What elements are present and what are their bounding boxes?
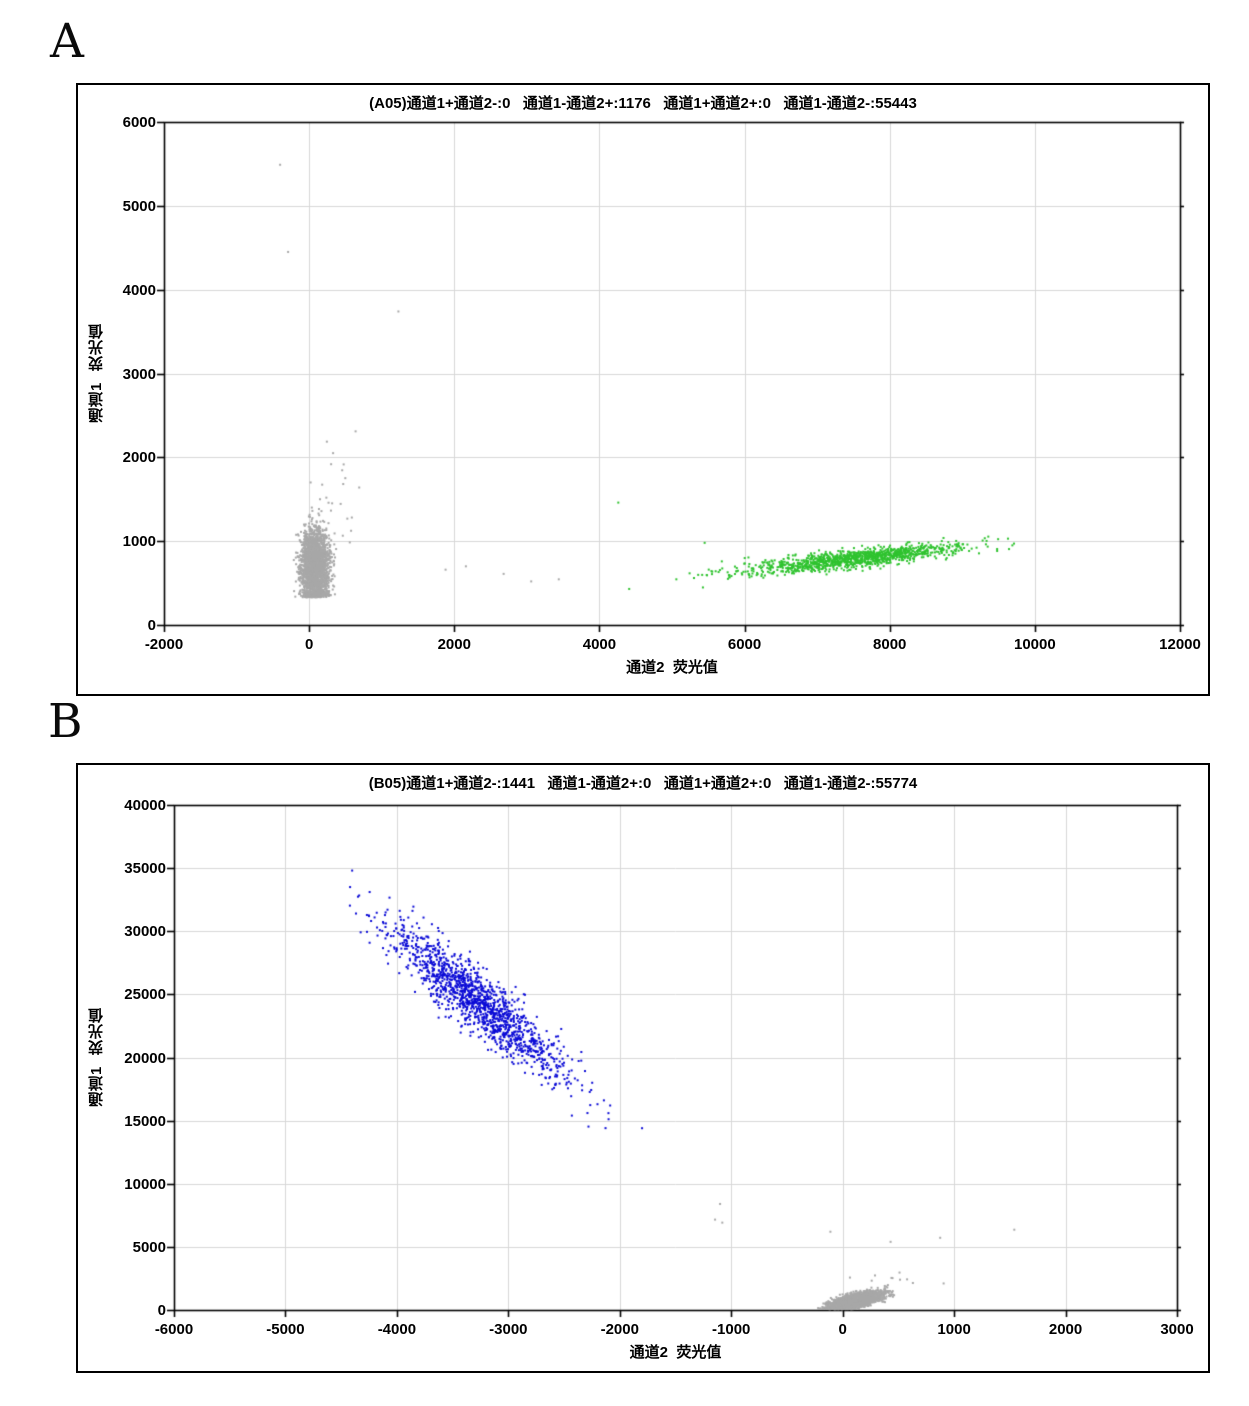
chart-title-a: (A05)通道1+通道2-:0 通道1-通道2+:1176 通道1+通道2+:0… <box>369 95 917 112</box>
x-tick-label: -6000 <box>154 1321 194 1338</box>
x-tick-label: 12000 <box>1159 636 1201 653</box>
y-tick-label: 0 <box>157 1302 166 1319</box>
y-tick-label: 0 <box>147 617 156 634</box>
y-tick-label: 2000 <box>122 449 156 467</box>
x-axis-title-a: 通道2 荧光值 <box>626 659 718 676</box>
y-tick-label: 5000 <box>132 1238 166 1256</box>
x-tick-label: 3000 <box>1160 1321 1194 1338</box>
scatter-panel-b: (B05)通道1+通道2-:1441 通道1-通道2+:0 通道1+通道2+:0… <box>76 763 1210 1373</box>
y-tick-label: 5000 <box>122 197 156 215</box>
x-tick-label: 8000 <box>873 636 907 653</box>
y-tick-label: 40000 <box>124 797 166 814</box>
panel-letter-a: A <box>50 14 84 69</box>
x-tick-label: 10000 <box>1013 636 1056 653</box>
scatter-plot-canvas-b <box>78 765 1208 1371</box>
chart-title-b: (B05)通道1+通道2-:1441 通道1-通道2+:0 通道1+通道2+:0… <box>368 775 918 792</box>
y-tick-label: 3000 <box>122 365 156 383</box>
x-tick-label: -4000 <box>377 1321 417 1338</box>
y-axis-title-b: 通道1 荧光值 <box>88 1007 105 1108</box>
x-tick-label: -2000 <box>600 1321 639 1338</box>
x-tick-label: 6000 <box>727 636 762 653</box>
x-axis-title-b: 通道2 荧光值 <box>629 1344 722 1361</box>
y-tick-label: 20000 <box>124 1049 166 1067</box>
x-tick-label: 0 <box>838 1321 847 1338</box>
x-tick-label: 2000 <box>437 636 471 653</box>
x-tick-label: -5000 <box>266 1321 305 1338</box>
x-tick-label: 0 <box>304 636 314 653</box>
scatter-plot-canvas-a <box>78 85 1208 694</box>
y-tick-label: 25000 <box>124 986 166 1004</box>
x-tick-label: -2000 <box>144 636 184 653</box>
y-tick-label: 30000 <box>124 923 166 941</box>
y-tick-label: 4000 <box>122 281 156 299</box>
y-tick-label: 15000 <box>124 1112 166 1130</box>
x-tick-label: 1000 <box>937 1321 971 1338</box>
y-tick-label: 1000 <box>122 533 156 551</box>
y-tick-label: 10000 <box>124 1175 166 1193</box>
scatter-panel-a: (A05)通道1+通道2-:0 通道1-通道2+:1176 通道1+通道2+:0… <box>76 83 1210 696</box>
panel-letter-b: B <box>48 694 83 749</box>
y-tick-label: 35000 <box>124 860 166 878</box>
x-tick-label: -3000 <box>489 1321 528 1338</box>
x-tick-label: 4000 <box>582 636 617 653</box>
y-tick-label: 6000 <box>122 114 156 131</box>
x-tick-label: -1000 <box>712 1321 751 1338</box>
x-tick-label: 2000 <box>1048 1321 1083 1338</box>
